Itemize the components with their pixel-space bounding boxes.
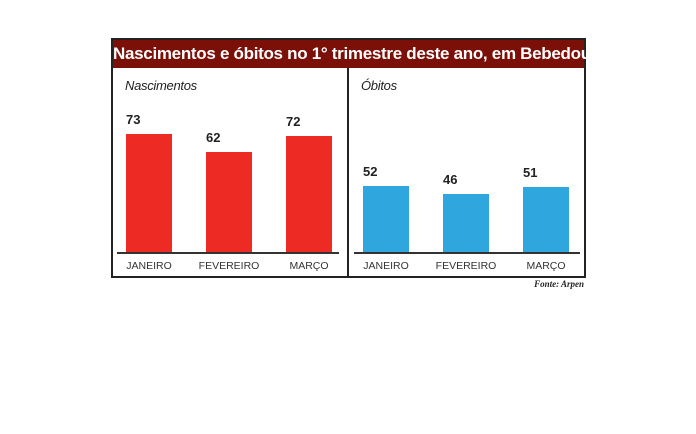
value-label-nascimentos-0: 73 [126, 112, 141, 128]
value-label-obitos-2: 51 [523, 165, 538, 181]
panel-title-nascimentos: Nascimentos [125, 78, 197, 93]
baseline-obitos [354, 252, 580, 254]
bar-nascimentos-1 [206, 151, 252, 252]
category-label-obitos-2: MARÇO [526, 260, 566, 272]
value-label-nascimentos-2: 72 [286, 113, 301, 129]
category-label-obitos-0: JANEIRO [363, 260, 409, 272]
category-label-nascimentos-1: FEVEREIRO [198, 260, 260, 272]
value-label-obitos-0: 52 [363, 163, 378, 179]
baseline-nascimentos [117, 252, 339, 254]
category-label-nascimentos-2: MARÇO [289, 260, 329, 272]
chart-frame: Nascimentos e óbitos no 1° trimestre des… [111, 38, 608, 278]
bar-obitos-2 [523, 187, 569, 252]
category-label-nascimentos-0: JANEIRO [126, 260, 172, 272]
bar-nascimentos-2 [286, 135, 332, 252]
bar-nascimentos-0 [126, 134, 172, 252]
bar-obitos-1 [443, 193, 489, 252]
panel-title-obitos: Óbitos [361, 78, 397, 93]
source-note: Fonte: Arpen [534, 279, 584, 289]
bar-obitos-0 [363, 185, 409, 252]
value-label-obitos-1: 46 [443, 171, 458, 187]
value-label-nascimentos-1: 62 [206, 129, 221, 145]
chart-title: Nascimentos e óbitos no 1° trimestre des… [113, 40, 608, 68]
category-label-obitos-1: FEVEREIRO [435, 260, 497, 272]
panel-divider [347, 68, 349, 276]
